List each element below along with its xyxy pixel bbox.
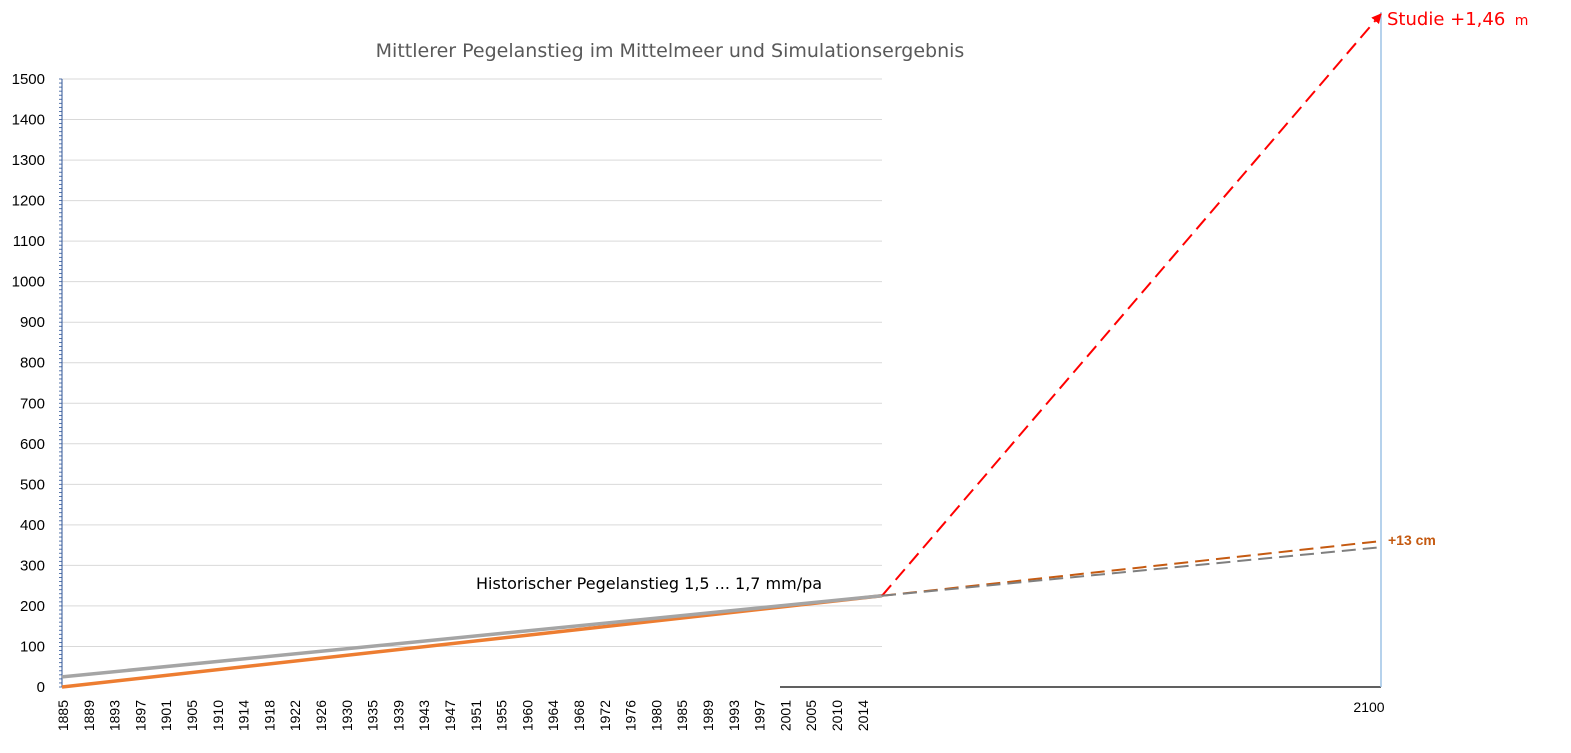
x-tick-label: 1889 [81, 700, 97, 731]
x-tick-label: 1897 [132, 700, 148, 731]
study-annotation: Studie +1,46 m [1387, 9, 1528, 30]
x-tick-label: 1989 [700, 700, 716, 731]
y-tick-label: 400 [20, 517, 45, 534]
x-tick-label: 2014 [855, 700, 871, 731]
y-tick-label: 100 [20, 638, 45, 655]
x-tick-label: 1905 [184, 700, 200, 731]
series-line-2 [61, 594, 883, 679]
x-tick-label: 1968 [571, 700, 587, 731]
x-tick-label: 1972 [597, 700, 613, 731]
y-tick-label: 600 [20, 436, 45, 453]
study-annotation-unit: m [1515, 13, 1529, 29]
y-tick-label: 1400 [12, 112, 45, 129]
x-axis [780, 12, 1382, 688]
y-tick-label: 1300 [12, 152, 45, 169]
y-tick-label: 1500 [12, 71, 45, 88]
x-tick-label: 1935 [365, 700, 381, 731]
x-tick-label-2100: 2100 [1353, 699, 1384, 715]
small-rise-annotation: +13 cm [1388, 532, 1436, 548]
x-tick-label: 1951 [468, 700, 484, 731]
y-tick-label: 1100 [13, 233, 45, 250]
x-tick-label: 1943 [416, 700, 432, 731]
y-tick-label: 900 [20, 314, 45, 331]
y-tick-label: 1000 [12, 274, 45, 291]
series-line-5 [881, 546, 1382, 597]
x-tick-label: 1901 [158, 700, 174, 731]
x-tick-label: 1955 [494, 700, 510, 731]
x-tick-label: 1960 [519, 700, 535, 731]
x-tick-label: 1885 [55, 700, 71, 731]
historic-rise-annotation: Historischer Pegelanstieg 1,5 ... 1,7 mm… [476, 574, 822, 593]
x-tick-label: 1976 [623, 700, 639, 731]
y-tick-labels: 0 100 200 300 400 500 600 700 800 900 1000 1100 1200… [12, 71, 45, 696]
x-tick-label: 1997 [752, 700, 768, 731]
x-tick-label: 1964 [545, 700, 561, 731]
y-tick-label: 1200 [12, 193, 45, 210]
x-tick-labels: 1885 1889 1893 1897 1901 1905 1910 1914 1918 1922… [55, 699, 1385, 731]
chart-title: Mittlerer Pegelanstieg im Mittelmeer und… [376, 40, 965, 62]
x-tick-label: 1922 [287, 700, 303, 731]
series-line-3 [881, 13, 1382, 597]
x-tick-label: 2005 [803, 700, 819, 731]
x-tick-label: 1985 [674, 700, 690, 731]
x-tick-label: 1914 [236, 700, 252, 731]
y-tick-label: 800 [20, 355, 45, 372]
x-tick-label: 1926 [313, 700, 329, 731]
y-tick-label: 500 [20, 476, 45, 493]
x-tick-label: 1993 [726, 700, 742, 731]
x-tick-label: 1918 [261, 700, 277, 731]
study-annotation-value: Studie +1,46 [1387, 9, 1505, 30]
x-tick-label: 1910 [210, 700, 226, 731]
x-tick-label: 1947 [442, 700, 458, 731]
y-tick-label: 0 [37, 679, 45, 696]
x-tick-label: 1930 [339, 700, 355, 731]
y-tick-label: 200 [20, 598, 45, 615]
x-tick-label: 1893 [107, 700, 123, 731]
gridlines [62, 78, 882, 647]
y-tick-label: 300 [20, 557, 45, 574]
y-tick-label: 700 [20, 395, 45, 412]
series-layer [61, 13, 1382, 689]
x-tick-label: 1980 [648, 700, 664, 731]
x-tick-label: 1939 [390, 700, 406, 731]
y-axis [59, 78, 63, 688]
x-tick-label: 2001 [777, 700, 793, 731]
x-tick-label: 2010 [829, 700, 845, 731]
